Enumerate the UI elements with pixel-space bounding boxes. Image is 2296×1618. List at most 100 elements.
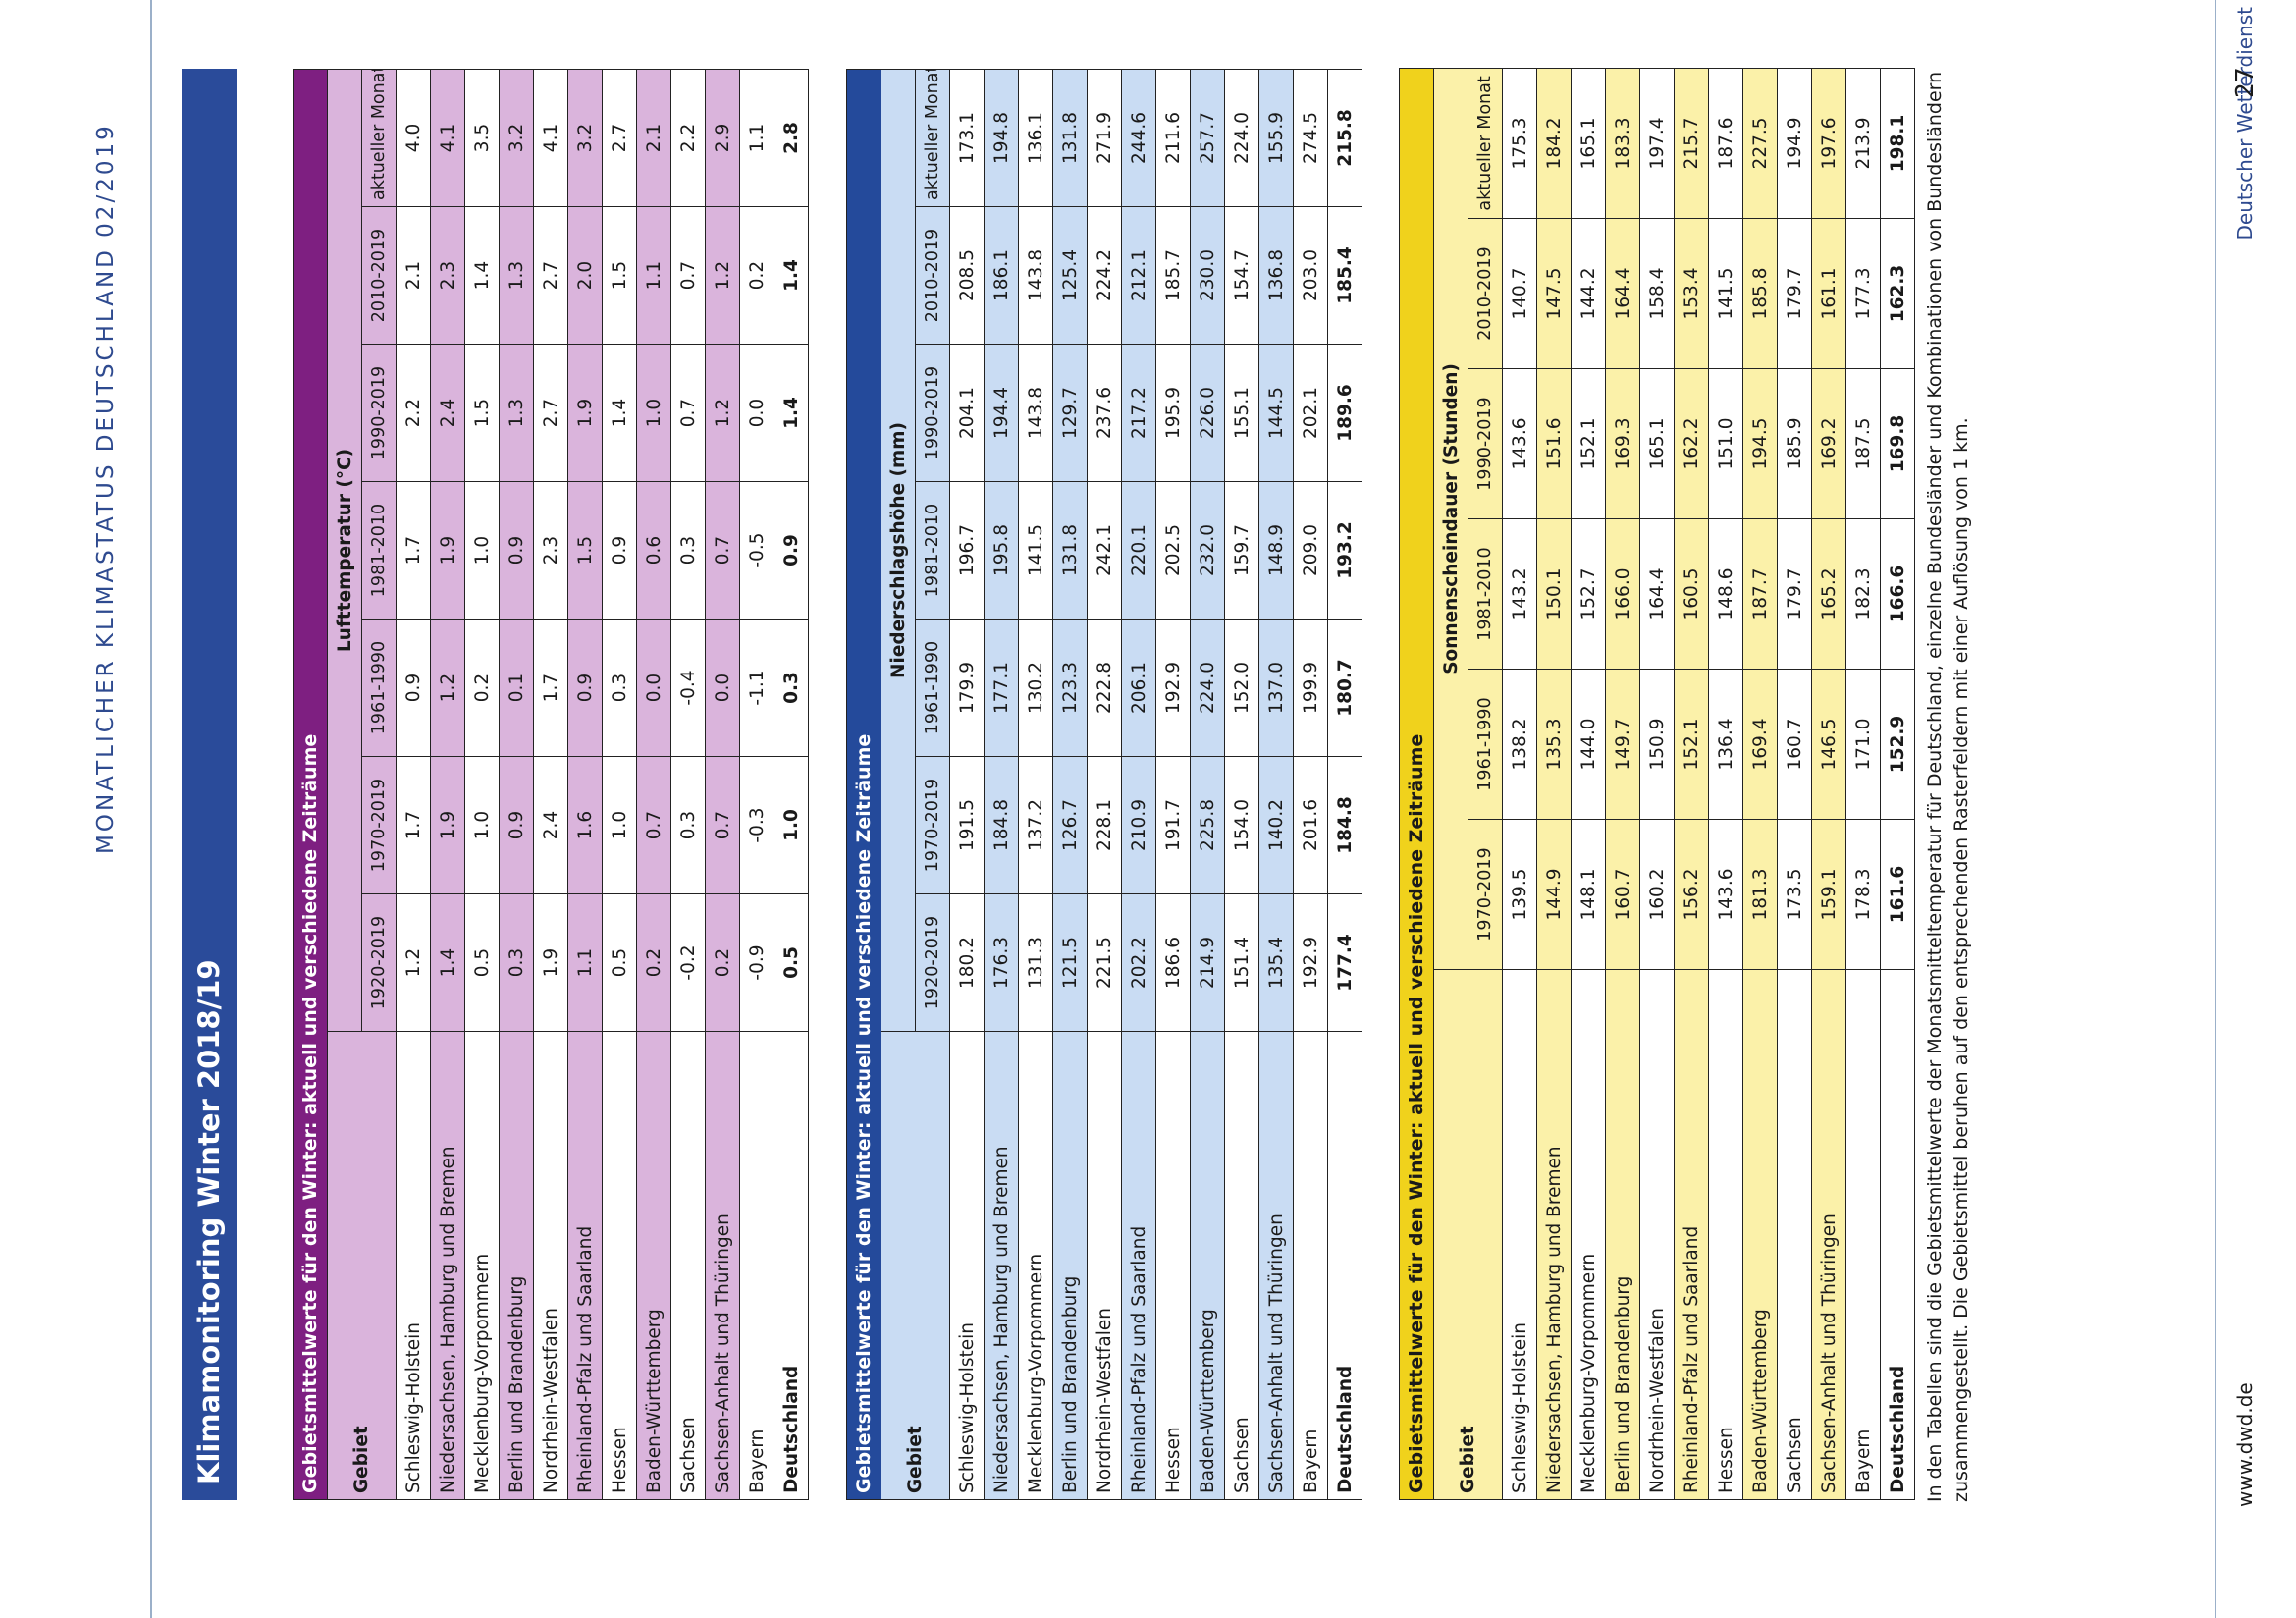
period-header: 1990-2019 [361, 344, 397, 482]
value-cell: 2.1 [636, 69, 671, 207]
value-cell: 125.4 [1052, 206, 1088, 345]
value-cell: 1.0 [774, 756, 809, 894]
region-name: Berlin und Brandenburg [1605, 969, 1640, 1500]
value-cell: 1.6 [567, 756, 603, 894]
caption-row: Gebietsmittelwerte für den Winter: aktue… [293, 69, 328, 1500]
value-cell: -0.3 [739, 756, 774, 894]
value-cell: 194.9 [1777, 68, 1812, 219]
value-cell: 164.4 [1639, 518, 1675, 670]
value-cell: 220.1 [1121, 481, 1156, 620]
value-cell: 143.6 [1502, 368, 1537, 519]
value-cell: 1.1 [739, 69, 774, 207]
running-header: MONATLICHER KLIMASTATUS DEUTSCHLAND 02/2… [93, 123, 119, 854]
region-name: Berlin und Brandenburg [1052, 1031, 1088, 1500]
value-cell: 222.8 [1087, 619, 1122, 757]
value-cell: 136.4 [1708, 669, 1743, 820]
region-name: Sachsen-Anhalt und Thüringen [1811, 969, 1846, 1500]
value-cell: 1.3 [499, 206, 534, 345]
region-name: Rheinland-Pfalz und Saarland [567, 1031, 603, 1500]
region-name: Mecklenburg-Vorpommern [1571, 969, 1606, 1500]
right-margin-line [2215, 0, 2216, 1618]
value-cell: 150.9 [1639, 669, 1675, 820]
value-cell: 161.6 [1880, 819, 1915, 970]
value-cell: 169.4 [1742, 669, 1778, 820]
value-cell: 0.9 [499, 756, 534, 894]
value-cell: 175.3 [1502, 68, 1537, 219]
value-cell: 136.1 [1018, 69, 1053, 207]
value-cell: 144.9 [1536, 819, 1572, 970]
period-header: 1961-1990 [915, 619, 950, 757]
region-name: Deutschland [1327, 1031, 1362, 1500]
value-cell: 221.5 [1087, 893, 1122, 1032]
period-header: 2010-2019 [915, 206, 950, 345]
value-cell: 185.9 [1777, 368, 1812, 519]
value-cell: 177.1 [984, 619, 1019, 757]
period-header: 1981-2010 [1468, 518, 1503, 670]
table-niederschlag: Gebietsmittelwerte für den Winter: aktue… [846, 69, 1362, 1500]
value-cell: 1.2 [396, 893, 431, 1032]
region-name: Mecklenburg-Vorpommern [464, 1031, 500, 1500]
value-cell: 166.0 [1605, 518, 1640, 670]
value-cell: 2.0 [567, 206, 603, 345]
value-cell: 192.9 [1293, 893, 1328, 1032]
value-cell: 0.3 [774, 619, 809, 757]
value-cell: 136.8 [1258, 206, 1294, 345]
value-cell: 141.5 [1708, 218, 1743, 369]
group-header-row: Gebiet Lufttemperatur (°C) [327, 69, 397, 1500]
value-cell: 152.7 [1571, 518, 1606, 670]
value-cell: 1.5 [464, 344, 500, 482]
value-cell: 1.0 [602, 756, 637, 894]
value-cell: 121.5 [1052, 893, 1088, 1032]
gebiet-header: Gebiet [327, 1031, 397, 1500]
table-row: Hessen 143.6 136.4 148.6 151.0 141.5 187.6 [1708, 68, 1743, 1500]
value-cell: 199.9 [1293, 619, 1328, 757]
value-cell: 144.5 [1258, 344, 1294, 482]
period-header: 1970-2019 [1468, 819, 1503, 970]
table-sonnenschein: Gebietsmittelwerte für den Winter: aktue… [1399, 68, 1915, 1500]
value-cell: 201.6 [1293, 756, 1328, 894]
value-cell: 148.6 [1708, 518, 1743, 670]
value-cell: 195.9 [1155, 344, 1191, 482]
value-cell: 242.1 [1087, 481, 1122, 620]
value-cell: 161.1 [1811, 218, 1846, 369]
left-margin-line [150, 0, 152, 1618]
value-cell: 159.1 [1811, 819, 1846, 970]
value-cell: 160.7 [1605, 819, 1640, 970]
value-cell: 149.7 [1605, 669, 1640, 820]
value-cell: 197.6 [1811, 68, 1846, 219]
value-cell: 165.2 [1811, 518, 1846, 670]
value-cell: 182.3 [1845, 518, 1881, 670]
period-header: 1981-2010 [361, 481, 397, 620]
page-number: 27 [2230, 67, 2259, 98]
region-name: Deutschland [774, 1031, 809, 1500]
value-cell: 208.5 [949, 206, 985, 345]
value-cell: 152.1 [1571, 368, 1606, 519]
value-cell: 202.1 [1293, 344, 1328, 482]
value-cell: 244.6 [1121, 69, 1156, 207]
value-cell: 0.9 [602, 481, 637, 620]
value-cell: 224.0 [1190, 619, 1225, 757]
value-cell: 158.4 [1639, 218, 1675, 369]
table-row: Baden-Württemberg 214.9 225.8 224.0 232.0 226… [1190, 69, 1225, 1500]
value-cell: 0.9 [567, 619, 603, 757]
period-header: 1961-1990 [361, 619, 397, 757]
region-name: Baden-Württemberg [636, 1031, 671, 1500]
value-cell: 0.5 [464, 893, 500, 1032]
table-row: Nordrhein-Westfalen 221.5 228.1 222.8 242.1 2… [1087, 69, 1122, 1500]
value-cell: 1.5 [567, 481, 603, 620]
value-cell: 123.3 [1052, 619, 1088, 757]
value-cell: 144.0 [1571, 669, 1606, 820]
value-cell: 203.0 [1293, 206, 1328, 345]
value-cell: 131.3 [1018, 893, 1053, 1032]
value-cell: 192.9 [1155, 619, 1191, 757]
value-cell: 160.7 [1777, 669, 1812, 820]
value-cell: 138.2 [1502, 669, 1537, 820]
value-cell: 204.1 [949, 344, 985, 482]
table-row: Schleswig-Holstein 180.2 191.5 179.9 196.7 20… [949, 69, 985, 1500]
value-cell: 184.8 [984, 756, 1019, 894]
value-cell: 212.1 [1121, 206, 1156, 345]
table-row: Nordrhein-Westfalen 160.2 150.9 164.4 165.1 1… [1639, 68, 1675, 1500]
value-cell: 184.2 [1536, 68, 1572, 219]
value-cell: 0.0 [705, 619, 740, 757]
value-cell: 178.3 [1845, 819, 1881, 970]
